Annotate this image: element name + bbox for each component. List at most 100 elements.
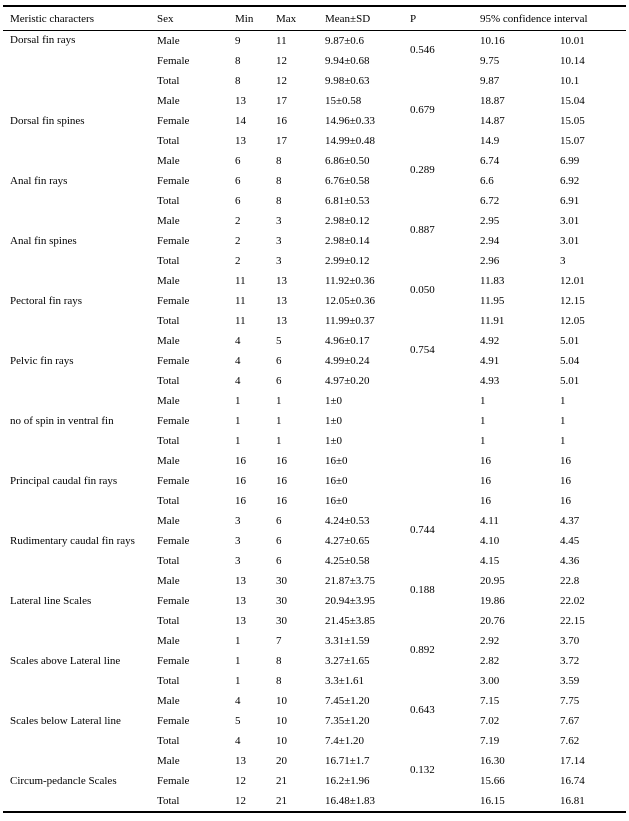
p-value-cell: 0.188 — [410, 584, 435, 596]
sex-cell: Female — [157, 475, 190, 487]
header-meristic-characters: Meristic characters — [3, 6, 150, 31]
min-cell: 9 — [235, 35, 241, 47]
ci-high-cell: 3.59 — [560, 675, 580, 687]
max-cell: 8 — [276, 675, 282, 687]
ci-high-cell: 16 — [560, 455, 571, 467]
table-row: Dorsal fin spines Male 13 17 15±0.58 0.679 18.… — [3, 91, 626, 127]
min-cell: 3 — [235, 515, 241, 527]
table-row: Total 13 30 21.45±3.85 20.76 22.15 — [3, 611, 626, 631]
max-cell: 30 — [276, 595, 287, 607]
min-cell: 2 — [235, 255, 241, 267]
sex-cell: Total — [157, 795, 180, 807]
table-row: Principal caudal fin rays Male 16 16 16±0 16 1… — [3, 451, 626, 487]
ci-low-cell: 16 — [480, 475, 491, 487]
table-row: Rudimentary caudal fin rays Male 3 6 4.24±0.… — [3, 511, 626, 547]
ci-low-cell: 4.15 — [480, 555, 500, 567]
sex-cell: Total — [157, 75, 180, 87]
ci-low-cell: 6.6 — [480, 175, 494, 187]
min-cell: 13 — [235, 595, 246, 607]
sex-cell: Total — [157, 315, 180, 327]
ci-high-cell: 1 — [560, 395, 566, 407]
header-row: Meristic characters Sex Min Max Mean±SD … — [3, 6, 627, 31]
min-cell: 13 — [235, 755, 246, 767]
ci-high-cell: 10.1 — [560, 75, 580, 87]
ci-high-cell: 17.14 — [560, 755, 585, 767]
ci-low-cell: 4.93 — [480, 375, 500, 387]
max-cell: 11 — [276, 35, 287, 47]
ci-high-cell: 22.15 — [560, 615, 585, 627]
ci-high-cell: 12.05 — [560, 315, 585, 327]
table-row: Total 2 3 2.99±0.12 2.96 3 — [3, 251, 626, 271]
ci-high-cell: 7.75 — [560, 695, 580, 707]
sex-cell: Female — [157, 715, 190, 727]
table-row: Total 4 6 4.97±0.20 4.93 5.01 — [3, 371, 626, 391]
ci-high-cell: 15.05 — [560, 115, 585, 127]
character-label: Lateral line Scales — [10, 595, 92, 607]
min-cell: 13 — [235, 135, 246, 147]
ci-high-cell: 6.91 — [560, 195, 580, 207]
table-body: Dorsal fin rays Male 9 11 9.87±0.6 0.546 10.16… — [3, 31, 626, 813]
ci-low-cell: 16 — [480, 495, 491, 507]
mean-sd-cell: 16.48±1.83 — [325, 795, 376, 807]
mean-sd-cell: 2.98±0.14 — [325, 235, 370, 247]
min-cell: 2 — [235, 235, 241, 247]
sex-cell: Male — [157, 755, 180, 767]
table-row: Female 2 3 2.98±0.14 2.94 3.01 — [3, 231, 626, 251]
ci-low-cell: 16.15 — [480, 795, 505, 807]
p-value-cell: 0.679 — [410, 104, 435, 116]
max-cell: 13 — [276, 295, 287, 307]
mean-sd-cell: 1±0 — [325, 435, 343, 447]
ci-low-cell: 2.96 — [480, 255, 500, 267]
character-label: Scales above Lateral line — [10, 655, 121, 667]
sex-cell: Total — [157, 555, 180, 567]
ci-low-cell: 4.92 — [480, 335, 500, 347]
max-cell: 13 — [276, 275, 287, 287]
sex-cell: Female — [157, 655, 190, 667]
ci-low-cell: 3.00 — [480, 675, 500, 687]
min-cell: 4 — [235, 375, 241, 387]
min-cell: 4 — [235, 735, 241, 747]
mean-sd-cell: 4.27±0.65 — [325, 535, 370, 547]
min-cell: 16 — [235, 475, 246, 487]
ci-low-cell: 7.02 — [480, 715, 500, 727]
ci-low-cell: 4.10 — [480, 535, 500, 547]
ci-high-cell: 5.01 — [560, 375, 580, 387]
sex-cell: Total — [157, 615, 180, 627]
mean-sd-cell: 9.87±0.6 — [325, 35, 365, 47]
mean-sd-cell: 11.99±0.37 — [325, 315, 375, 327]
ci-low-cell: 20.95 — [480, 575, 505, 587]
character-label: Scales below Lateral line — [10, 715, 121, 727]
sex-cell: Total — [157, 195, 180, 207]
mean-sd-cell: 6.81±0.53 — [325, 195, 370, 207]
ci-low-cell: 6.74 — [480, 155, 500, 167]
mean-sd-cell: 7.35±1.20 — [325, 715, 370, 727]
max-cell: 8 — [276, 195, 282, 207]
header-max: Max — [269, 6, 318, 31]
ci-low-cell: 11.91 — [480, 315, 505, 327]
ci-high-cell: 22.8 — [560, 575, 580, 587]
max-cell: 10 — [276, 695, 287, 707]
mean-sd-cell: 21.45±3.85 — [325, 615, 376, 627]
mean-sd-cell: 16±0 — [325, 455, 348, 467]
table-header: Meristic characters Sex Min Max Mean±SD … — [3, 6, 627, 31]
mean-sd-cell: 14.96±0.33 — [325, 115, 376, 127]
table-row: Total 1 8 3.3±1.61 3.00 3.59 — [3, 671, 626, 691]
ci-low-cell: 11.83 — [480, 275, 505, 287]
table-row: Female 12 21 16.2±1.96 15.66 16.74 — [3, 771, 626, 791]
sex-cell: Male — [157, 155, 180, 167]
min-cell: 4 — [235, 335, 241, 347]
sex-cell: Female — [157, 415, 190, 427]
max-cell: 12 — [276, 55, 287, 67]
max-cell: 10 — [276, 715, 287, 727]
max-cell: 21 — [276, 795, 287, 807]
ci-high-cell: 10.01 — [560, 35, 585, 47]
ci-low-cell: 16.30 — [480, 755, 505, 767]
ci-high-cell: 3.01 — [560, 235, 580, 247]
ci-low-cell: 1 — [480, 415, 486, 427]
min-cell: 1 — [235, 435, 241, 447]
min-cell: 2 — [235, 215, 241, 227]
ci-high-cell: 16.74 — [560, 775, 585, 787]
mean-sd-cell: 4.24±0.53 — [325, 515, 370, 527]
table-row: Total 16 16 16±0 16 16 — [3, 491, 626, 511]
table-row: Female 14 16 14.96±0.33 14.87 15.05 — [3, 111, 626, 131]
